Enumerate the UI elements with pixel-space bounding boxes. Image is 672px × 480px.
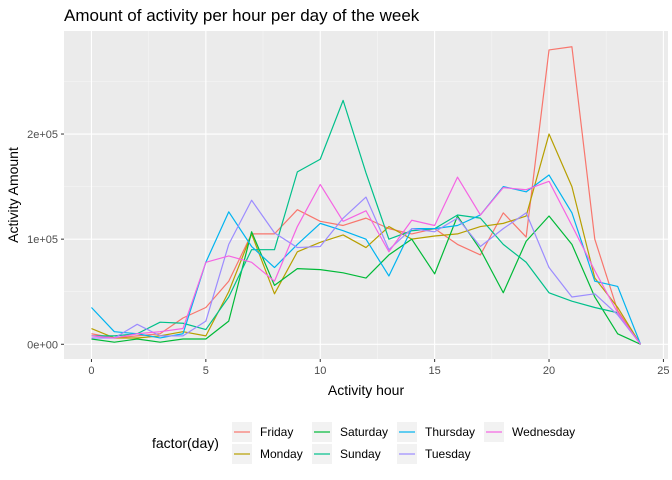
series-line-monday	[91, 133, 642, 345]
series-line-friday	[91, 46, 642, 345]
y-tick-label: 1e+05	[27, 234, 58, 246]
series-line-thursday	[91, 174, 642, 345]
legend-label-monday: Monday	[260, 447, 303, 461]
x-tick-label: 25	[657, 365, 669, 377]
legend-items: Friday Monday Saturday Sunday Thursday Tuesda…	[232, 422, 575, 464]
series-line-wednesday	[91, 176, 642, 345]
x-tick-label: 20	[543, 365, 555, 377]
minor-gridlines	[64, 31, 668, 359]
legend-title: factor(day)	[152, 435, 219, 451]
series-line-sunday	[91, 99, 642, 345]
x-tick-label: 0	[88, 365, 94, 377]
x-axis-title: Activity hour	[328, 382, 405, 398]
legend-label-friday: Friday	[260, 425, 293, 439]
y-tick-label: 0e+00	[27, 339, 58, 351]
y-axis-title: Activity Amount	[5, 147, 21, 243]
legend-label-tuesday: Tuesday	[425, 447, 471, 461]
chart-title: Amount of activity per hour per day of t…	[64, 6, 420, 25]
x-tick-label: 5	[203, 365, 209, 377]
plot-panel	[64, 31, 668, 359]
series-line-saturday	[91, 215, 641, 345]
x-axis: 0 5 10 15 20 25	[88, 359, 670, 377]
y-tick-label: 2e+05	[27, 129, 58, 141]
legend-label-sunday: Sunday	[340, 447, 381, 461]
series-line-tuesday	[91, 196, 642, 345]
legend-label-thursday: Thursday	[425, 425, 475, 439]
y-axis: 0e+00 1e+05 2e+05	[27, 129, 64, 351]
legend-label-saturday: Saturday	[340, 425, 388, 439]
legend-label-wednesday: Wednesday	[512, 425, 575, 439]
x-tick-label: 15	[429, 365, 441, 377]
major-gridlines	[64, 31, 668, 359]
legend: factor(day) Friday Monday Saturday Sunday Th…	[152, 422, 575, 464]
x-tick-label: 10	[314, 365, 326, 377]
series-lines	[91, 46, 642, 345]
